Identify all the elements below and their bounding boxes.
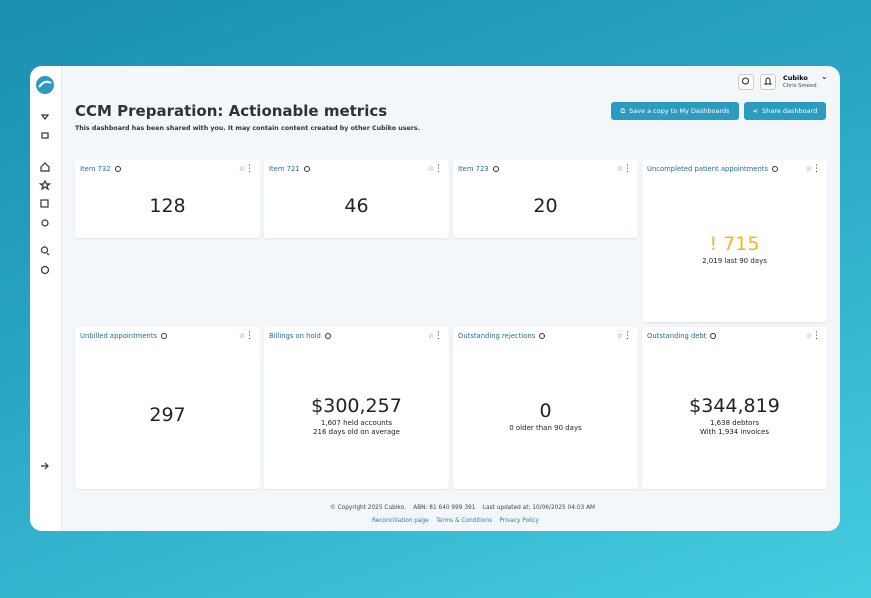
- metric-card: Outstanding debt ⊘ ⋮ $344,819 1,638 debtors W…: [642, 327, 827, 489]
- user-name: Chris Smeed: [783, 83, 817, 89]
- info-icon: [324, 333, 331, 339]
- metric-card: Item 723 ⊘ ⋮ 20: [453, 160, 638, 238]
- button-label: Share dashboard: [762, 107, 818, 115]
- logo: [36, 76, 54, 94]
- page-title: CCM Preparation: Actionable metrics: [75, 102, 388, 120]
- app-panel: Cubiko Chris Smeed ⌄ CCM Preparation: Ac…: [30, 66, 840, 531]
- save-copy-button[interactable]: ⧉ Save a copy to My Dashboards: [611, 102, 739, 120]
- card-body: 46: [264, 195, 449, 217]
- card-title: Outstanding debt: [647, 332, 717, 340]
- value-text: $344,819: [689, 395, 780, 417]
- value-text: 20: [533, 195, 558, 217]
- metric-value: 20: [453, 195, 638, 217]
- info-icon: [771, 166, 778, 172]
- hide-icon[interactable]: ⊘: [617, 165, 623, 173]
- info-icon: [114, 166, 121, 172]
- footer-text: Last updated at: 10/06/2025 04:03 AM: [482, 505, 596, 511]
- info-icon: [303, 166, 310, 172]
- metric-detail: With 1,934 invoices: [700, 428, 769, 436]
- card-menu[interactable]: ⋮: [434, 331, 443, 341]
- metric-value: 0: [453, 400, 638, 422]
- card-title: Unbilled appointments: [80, 332, 168, 340]
- footer-text: © Copyright 2025 Cubiko.: [330, 505, 406, 511]
- card-menu[interactable]: ⋮: [623, 164, 632, 174]
- metric-card: Billings on hold ⊘ ⋮ $300,257 1,607 held acc…: [264, 327, 449, 489]
- hide-icon[interactable]: ⊘: [428, 165, 434, 173]
- metric-value: 128: [75, 195, 260, 217]
- metric-detail: 0 older than 90 days: [509, 423, 582, 432]
- footer-link[interactable]: Terms & Conditions: [436, 518, 493, 524]
- value-text: $300,257: [311, 395, 402, 417]
- value-text: 46: [344, 195, 369, 217]
- metric-value: $344,819: [642, 395, 827, 417]
- card-title: Billings on hold: [269, 332, 331, 340]
- hide-icon[interactable]: ⊘: [806, 332, 812, 340]
- metric-detail: 216 days old on average: [313, 428, 400, 436]
- footer-text: ABN: 81 640 999 391: [413, 505, 476, 511]
- info-icon: [710, 333, 717, 339]
- metric-value: 297: [75, 404, 260, 426]
- card-body: 20: [453, 195, 638, 217]
- metric-detail: 1,638 debtors: [709, 419, 759, 427]
- value-text: 0: [539, 399, 552, 422]
- card-menu[interactable]: ⋮: [812, 164, 821, 174]
- card-body: ! 715 2,019 last 90 days: [642, 233, 827, 266]
- card-body: $344,819 1,638 debtors With 1,934 invoices: [642, 395, 827, 437]
- card-body: $300,257 1,607 held accounts 216 days old …: [264, 395, 449, 437]
- card-title: Item 721: [269, 165, 310, 173]
- metric-value: ! 715: [642, 233, 827, 255]
- value-text: 297: [149, 404, 186, 426]
- hide-icon[interactable]: ⊘: [239, 332, 245, 340]
- hide-icon[interactable]: ⊘: [428, 332, 434, 340]
- metric-value: $300,257: [264, 395, 449, 417]
- card-title: Outstanding rejections: [458, 332, 546, 340]
- card-title: Item 723: [458, 165, 499, 173]
- card-title: Uncompleted patient appointments: [647, 165, 778, 173]
- card-title: Item 732: [80, 165, 121, 173]
- info-icon: [161, 333, 168, 339]
- metric-card: Item 721 ⊘ ⋮ 46: [264, 160, 449, 238]
- card-menu[interactable]: ⋮: [434, 164, 443, 174]
- info-icon: [492, 166, 499, 172]
- footer-info: © Copyright 2025 Cubiko. ABN: 81 640 999…: [330, 505, 595, 511]
- metric-card: Outstanding rejections ⊘ ⋮ 0 0 older than 90…: [453, 327, 638, 489]
- metric-card: Item 732 ⊘ ⋮ 128: [75, 160, 260, 238]
- card-body: 128: [75, 195, 260, 217]
- share-button[interactable]: ⋖ Share dashboard: [744, 102, 826, 120]
- card-menu[interactable]: ⋮: [812, 331, 821, 341]
- footer-link[interactable]: Reconciliation page: [372, 518, 429, 524]
- hide-icon[interactable]: ⊘: [617, 332, 623, 340]
- top-icons[interactable]: [738, 74, 778, 90]
- card-body: 297: [75, 404, 260, 426]
- user-org: Cubiko: [783, 74, 808, 82]
- sidebar: [30, 66, 62, 531]
- page-subtitle: This dashboard has been shared with you.…: [75, 125, 421, 132]
- button-label: Save a copy to My Dashboards: [629, 107, 730, 115]
- metric-detail: 1,607 held accounts: [320, 419, 393, 427]
- value-text: 715: [723, 232, 760, 255]
- hide-icon[interactable]: ⊘: [806, 165, 812, 173]
- sidebar-icons: [36, 76, 54, 470]
- footer-links: Reconciliation page Terms & Conditions P…: [372, 518, 539, 524]
- metric-card: Unbilled appointments ⊘ ⋮ 297: [75, 327, 260, 489]
- info-icon: [539, 333, 546, 339]
- card-menu[interactable]: ⋮: [245, 164, 254, 174]
- metric-value: 46: [264, 195, 449, 217]
- user-menu[interactable]: ⌄: [821, 72, 828, 81]
- footer-link[interactable]: Privacy Policy: [499, 518, 539, 524]
- value-text: 128: [149, 195, 186, 217]
- metric-card: Uncompleted patient appointments ⊘ ⋮! 715 2,…: [642, 160, 827, 322]
- alert-mark: !: [709, 232, 718, 255]
- card-menu[interactable]: ⋮: [245, 331, 254, 341]
- card-menu[interactable]: ⋮: [623, 331, 632, 341]
- hide-icon[interactable]: ⊘: [239, 165, 245, 173]
- metric-detail: 2,019 last 90 days: [702, 256, 767, 265]
